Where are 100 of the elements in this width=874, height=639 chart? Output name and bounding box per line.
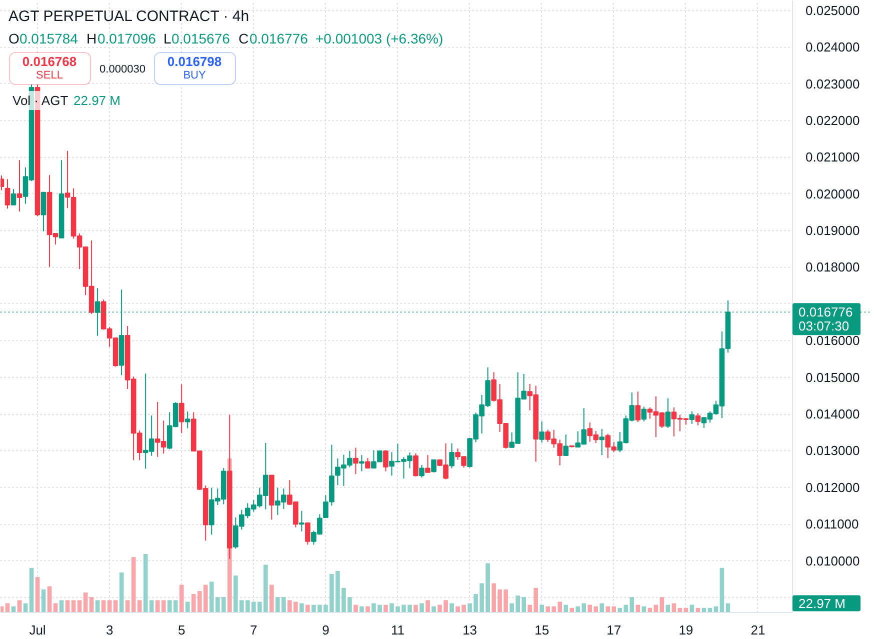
bar (420, 603, 424, 612)
annotation: 0.016768 (22, 54, 77, 69)
x-tick-label: 15 (534, 622, 550, 638)
bar (59, 600, 64, 612)
annotation: O (8, 30, 20, 46)
y-tick-label: 0.021000 (806, 150, 860, 165)
bar (17, 600, 22, 612)
bar (270, 584, 274, 612)
candlestick (40, 192, 46, 232)
y-tick-label: 0.013000 (806, 443, 860, 458)
annotation: Vol · AGT (12, 93, 68, 108)
candlestick (16, 160, 22, 212)
bar (119, 572, 124, 612)
y-tick-label: 0.012000 (806, 480, 860, 495)
y-tick-label: 0.025000 (806, 2, 860, 18)
candlestick (449, 442, 454, 469)
text: 22.97 M (798, 596, 846, 611)
bar (540, 604, 544, 612)
y-tick-label: 0.010000 (806, 553, 860, 568)
bar (648, 608, 652, 612)
annotation: 0.016776 (250, 30, 308, 46)
x-tick-label: 11 (391, 622, 405, 638)
candlestick (635, 391, 641, 423)
y-tick-label: 0.023000 (806, 76, 860, 92)
x-tick-label: 13 (462, 622, 478, 638)
candlestick (641, 406, 647, 422)
bar (95, 600, 100, 612)
annotation: 0.017096 (98, 30, 156, 46)
y-tick-label: 0.015000 (806, 370, 860, 385)
candlestick (413, 452, 418, 477)
bar (65, 600, 70, 612)
candlestick (10, 188, 16, 206)
bar (720, 568, 724, 612)
bar (29, 568, 34, 612)
candlestick (184, 410, 190, 429)
bar (564, 604, 568, 612)
candlestick (178, 384, 184, 434)
annotation: +0.001003 (+6.36%) (316, 30, 444, 46)
bar (450, 603, 454, 612)
bar (131, 557, 136, 612)
annotation: 0.015784 (20, 30, 78, 46)
bar (426, 600, 430, 612)
candlestick (359, 454, 364, 472)
bar (414, 604, 418, 612)
ref-line-label: 0.016776 (798, 304, 853, 320)
bar (384, 604, 388, 612)
bar (83, 592, 88, 612)
annotation: BUY (183, 70, 206, 82)
candlestick (353, 447, 358, 475)
y-tick-label: 0.022000 (806, 112, 860, 128)
y-tick-label: 0.018000 (806, 260, 860, 275)
x-tick-label: Jul (29, 622, 46, 638)
bar (432, 606, 436, 612)
y-tick-label: 0.011000 (806, 516, 859, 532)
annotation: 0.015676 (172, 30, 230, 46)
bar (636, 604, 640, 612)
x-tick-label: 9 (322, 622, 330, 638)
x-tick-label: 5 (178, 622, 186, 638)
candlestick (299, 510, 304, 532)
y-tick-label: 0.014000 (806, 406, 860, 422)
candlestick (431, 459, 436, 473)
y-tick-label: 0.016000 (806, 333, 860, 348)
x-tick-label: 3 (106, 622, 114, 638)
bar (660, 597, 664, 612)
annotation: SELL (36, 70, 63, 82)
bar (77, 600, 82, 612)
bar (185, 602, 190, 612)
bar (354, 604, 358, 612)
bar (366, 606, 370, 612)
annotation: 22.97 M (74, 93, 120, 108)
x-tick-label: 7 (250, 622, 258, 638)
annotation: 0.016798 (167, 54, 222, 69)
bar (360, 606, 364, 612)
candlestick (665, 398, 671, 428)
bar (107, 600, 112, 612)
bar (47, 586, 52, 612)
bar (179, 584, 184, 612)
annotation: C (238, 30, 249, 46)
bar (125, 600, 130, 612)
candlestick (365, 458, 370, 468)
bar (41, 589, 46, 612)
y-tick-label: 0.020000 (806, 186, 860, 202)
bar (642, 606, 646, 612)
bar (89, 597, 94, 612)
text: 03:07:30 (798, 318, 850, 334)
candlestick (305, 522, 310, 546)
x-tick-label: 19 (678, 622, 694, 638)
candlestick (599, 428, 605, 456)
bar (113, 600, 118, 612)
bar (35, 577, 40, 612)
candlestick (563, 434, 569, 456)
bar (600, 603, 604, 612)
y-tick-label: 0.024000 (806, 40, 860, 55)
annotation: 0.000030 (100, 64, 146, 76)
text: AGT PERPETUAL CONTRACT · 4h (8, 8, 250, 25)
bar (137, 600, 142, 612)
bar (71, 600, 76, 612)
candlestick (689, 410, 695, 424)
candlestick (419, 464, 424, 478)
candlestick (425, 454, 430, 473)
